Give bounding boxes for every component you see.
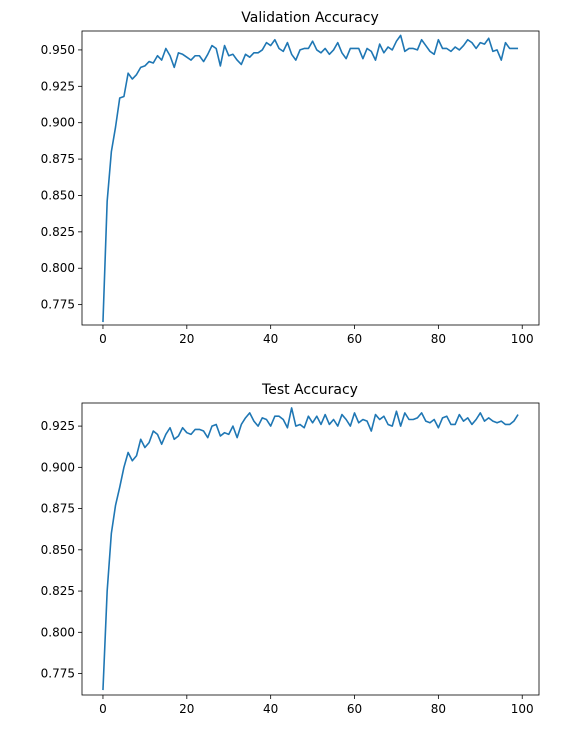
- series-line: [102, 34, 519, 323]
- x-tick-label: 0: [99, 702, 107, 716]
- x-tick-label: 40: [263, 702, 278, 716]
- series-line: [102, 407, 519, 691]
- validation-accuracy-chart: Validation Accuracy 0.775 0.800 0.825 0.850…: [41, 10, 540, 346]
- x-tick-label: 20: [179, 702, 194, 716]
- y-tick-label: 0.950: [41, 43, 75, 57]
- y-tick-label: 0.825: [41, 225, 75, 239]
- y-tick-label: 0.925: [41, 419, 75, 433]
- y-tick-label: 0.850: [41, 188, 75, 202]
- chart-title: Validation Accuracy: [241, 10, 379, 26]
- x-tick-label: 100: [511, 702, 534, 716]
- y-tick-label: 0.900: [41, 116, 75, 130]
- x-tick-label: 40: [263, 332, 278, 346]
- y-tick-label: 0.875: [41, 152, 75, 166]
- y-tick-label: 0.800: [41, 625, 75, 639]
- x-tick-label: 60: [347, 702, 362, 716]
- y-tick-label: 0.900: [41, 460, 75, 474]
- plot-frame: [81, 402, 540, 696]
- x-tick-label: 0: [99, 332, 107, 346]
- test-accuracy-chart: Test Accuracy 0.775 0.800 0.825 0.850 0.875 0…: [41, 382, 540, 716]
- y-tick-label: 0.875: [41, 502, 75, 516]
- y-tick-label: 0.825: [41, 584, 75, 598]
- chart-title: Test Accuracy: [261, 382, 358, 398]
- y-tick-label: 0.800: [41, 261, 75, 275]
- x-tick-label: 80: [431, 332, 446, 346]
- x-tick-label: 20: [179, 332, 194, 346]
- x-tick-label: 60: [347, 332, 362, 346]
- plot-frame: [81, 30, 540, 326]
- y-tick-label: 0.775: [41, 667, 75, 681]
- y-tick-label: 0.850: [41, 543, 75, 557]
- x-tick-label: 80: [431, 702, 446, 716]
- y-tick-label: 0.925: [41, 79, 75, 93]
- x-tick-label: 100: [511, 332, 534, 346]
- y-tick-label: 0.775: [41, 298, 75, 312]
